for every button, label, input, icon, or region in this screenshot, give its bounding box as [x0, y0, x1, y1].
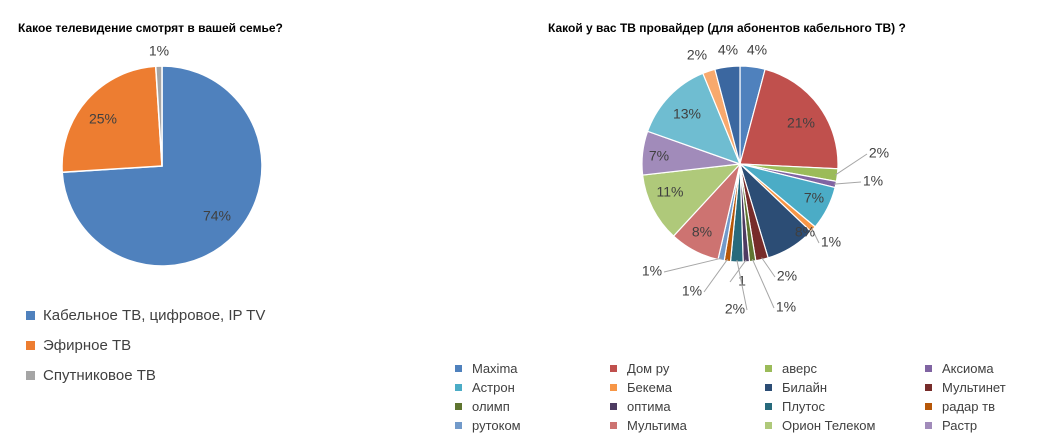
chart1-legend-label: Эфирное ТВ	[43, 336, 132, 354]
chart2-data-label: 1	[738, 273, 746, 289]
chart2-legend-label: Мультинет	[942, 380, 1006, 395]
chart2-legend-label: Аксиома	[942, 361, 994, 376]
legend-swatch	[765, 422, 772, 429]
chart2-legend-label: радар тв	[942, 399, 995, 414]
chart1-legend-label: Кабельное ТВ, цифровое, IP TV	[43, 306, 266, 324]
chart2-data-label: 1%	[682, 283, 702, 299]
chart2-data-label: 8%	[692, 224, 712, 240]
chart2-legend-label: Maxima	[472, 361, 518, 376]
chart1-title: Какое телевидение смотрят в вашей семье?	[18, 21, 283, 35]
chart2-data-label: 11%	[657, 184, 684, 200]
chart2-data-label: 4%	[718, 42, 738, 58]
chart2-data-label: 7%	[804, 190, 824, 206]
chart1-slice	[154, 65, 163, 167]
chart2-legend-item: Дом ру	[610, 360, 765, 377]
chart2-leader-line	[729, 259, 747, 283]
legend-swatch	[610, 403, 617, 410]
legend-swatch	[925, 365, 932, 372]
chart2-leader-line	[663, 257, 722, 273]
legend-swatch	[610, 384, 617, 391]
chart1-legend-item: Спутниковое ТВ	[26, 360, 265, 390]
legend-swatch	[610, 422, 617, 429]
chart2-legend-label: олимп	[472, 399, 510, 414]
chart2-legend-item: олимп	[455, 398, 610, 415]
chart2-legend-label: Орион Телеком	[782, 418, 876, 433]
chart2-legend-label: оптима	[627, 399, 671, 414]
chart2-legend-item: Плутос	[765, 398, 925, 415]
legend-swatch	[765, 384, 772, 391]
chart2-data-label: 1%	[776, 299, 796, 315]
chart2-legend-label: аверс	[782, 361, 817, 376]
chart1-data-label: 1%	[149, 43, 169, 59]
chart2-data-label: 1%	[821, 234, 841, 250]
chart2-legend-item: Мультинет	[925, 379, 1055, 396]
chart2-legend-item: Растр	[925, 417, 1055, 434]
chart1-slice	[61, 65, 163, 174]
legend-swatch	[26, 370, 35, 380]
chart2-legend-item: Мультима	[610, 417, 765, 434]
chart2-legend-item: оптима	[610, 398, 765, 415]
chart2-data-label: 2%	[777, 268, 797, 284]
legend-swatch	[455, 403, 462, 410]
chart2-leader-line	[736, 259, 748, 311]
chart2-data-label: 2%	[687, 47, 707, 63]
chart1-data-label: 25%	[89, 111, 117, 127]
legend-swatch	[26, 340, 35, 350]
chart2-slice	[739, 68, 839, 170]
legend-swatch	[925, 403, 932, 410]
chart2-legend-item: Бекема	[610, 379, 765, 396]
chart2-legend: Maxima Дом ру аверс Аксиома Астрон Бекема Била…	[455, 360, 1055, 434]
chart2-title: Какой у вас ТВ провайдер (для абонентов …	[548, 21, 906, 35]
chart1-legend: Кабельное ТВ, цифровое, IP TV Эфирное ТВ С…	[26, 300, 265, 390]
chart2-legend-label: Плутос	[782, 399, 825, 414]
chart2-leader-line	[703, 258, 729, 293]
chart2-slice	[641, 163, 742, 237]
chart2-legend-label: рутоком	[472, 418, 521, 433]
chart1-legend-item: Эфирное ТВ	[26, 330, 265, 360]
chart2-data-label: 8%	[795, 224, 815, 240]
chart2-legend-item: Аксиома	[925, 360, 1055, 377]
chart2-leader-line	[835, 153, 868, 176]
chart2-leader-line	[761, 257, 776, 278]
legend-swatch	[925, 422, 932, 429]
legend-swatch	[455, 365, 462, 372]
chart2-data-label: 7%	[649, 148, 669, 164]
chart2-leader-line	[811, 227, 820, 244]
chart2-data-label: 1%	[642, 263, 662, 279]
chart2-legend-item: аверс	[765, 360, 925, 377]
chart2-legend-label: Бекема	[627, 380, 672, 395]
chart1-data-label: 74%	[203, 208, 231, 224]
chart2-legend-label: Билайн	[782, 380, 828, 395]
chart2-data-label: 1%	[863, 173, 883, 189]
chart2-legend-label: Мультима	[627, 418, 687, 433]
chart2-legend-item: рутоком	[455, 417, 610, 434]
legend-swatch	[455, 384, 462, 391]
chart2-legend-item: Билайн	[765, 379, 925, 396]
legend-swatch	[765, 365, 772, 372]
chart1-legend-label: Спутниковое ТВ	[43, 366, 156, 384]
chart2-slice	[646, 72, 742, 166]
chart2-legend-item: Maxima	[455, 360, 610, 377]
chart2-data-label: 13%	[673, 106, 701, 122]
chart2-data-label: 2%	[725, 301, 745, 317]
chart2-legend-label: Дом ру	[627, 361, 670, 376]
legend-swatch	[925, 384, 932, 391]
chart2-leader-line	[833, 181, 862, 185]
chart2-legend-label: Растр	[942, 418, 978, 433]
chart2-slice	[714, 65, 741, 165]
chart2-leader-line	[751, 258, 775, 309]
chart2-legend-item: радар тв	[925, 398, 1055, 415]
chart1-legend-item: Кабельное ТВ, цифровое, IP TV	[26, 300, 265, 330]
chart2-legend-item: Астрон	[455, 379, 610, 396]
chart2-data-label: 2%	[869, 145, 889, 161]
legend-swatch	[765, 403, 772, 410]
legend-swatch	[26, 310, 35, 320]
legend-swatch	[610, 365, 617, 372]
chart2-legend-label: Астрон	[472, 380, 515, 395]
chart2-data-label: 4%	[747, 42, 767, 58]
chart2-data-label: 21%	[787, 115, 815, 131]
chart2-legend-item: Орион Телеком	[765, 417, 925, 434]
legend-swatch	[455, 422, 462, 429]
